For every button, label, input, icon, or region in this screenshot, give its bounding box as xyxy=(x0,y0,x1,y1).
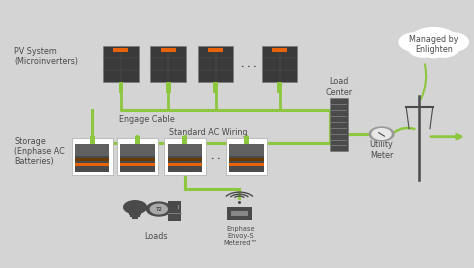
Text: Managed by
Enlighten: Managed by Enlighten xyxy=(409,35,458,54)
Text: Standard AC Wiring: Standard AC Wiring xyxy=(169,128,248,137)
Text: Storage
(Enphase AC
Batteries): Storage (Enphase AC Batteries) xyxy=(14,136,65,166)
FancyBboxPatch shape xyxy=(135,136,140,144)
Circle shape xyxy=(369,127,394,141)
FancyBboxPatch shape xyxy=(227,207,252,220)
FancyBboxPatch shape xyxy=(277,83,282,93)
FancyBboxPatch shape xyxy=(75,144,109,156)
FancyBboxPatch shape xyxy=(120,156,155,172)
FancyBboxPatch shape xyxy=(120,163,155,166)
Text: . .: . . xyxy=(211,152,220,161)
Circle shape xyxy=(372,129,391,139)
FancyBboxPatch shape xyxy=(117,138,158,175)
Circle shape xyxy=(146,202,171,216)
Circle shape xyxy=(419,42,448,58)
FancyBboxPatch shape xyxy=(72,138,113,175)
Circle shape xyxy=(399,33,432,51)
FancyBboxPatch shape xyxy=(103,46,138,83)
Text: Load
Center: Load Center xyxy=(325,77,353,97)
FancyBboxPatch shape xyxy=(168,201,181,221)
FancyBboxPatch shape xyxy=(90,136,95,144)
FancyBboxPatch shape xyxy=(164,138,206,175)
Circle shape xyxy=(409,28,458,55)
FancyBboxPatch shape xyxy=(118,83,123,93)
Text: Engage Cable: Engage Cable xyxy=(119,115,175,124)
Text: . . .: . . . xyxy=(241,60,256,69)
FancyBboxPatch shape xyxy=(182,136,187,144)
FancyBboxPatch shape xyxy=(120,144,155,156)
Circle shape xyxy=(124,201,146,214)
Circle shape xyxy=(430,41,458,57)
FancyBboxPatch shape xyxy=(330,98,348,151)
FancyBboxPatch shape xyxy=(166,83,171,93)
FancyBboxPatch shape xyxy=(113,49,128,52)
FancyBboxPatch shape xyxy=(262,46,298,83)
FancyBboxPatch shape xyxy=(75,163,109,166)
Text: Enphase
Envoy-S
Metered™: Enphase Envoy-S Metered™ xyxy=(223,226,257,246)
FancyBboxPatch shape xyxy=(151,46,186,83)
Text: Utility
Meter: Utility Meter xyxy=(370,140,393,160)
FancyBboxPatch shape xyxy=(168,163,202,166)
Circle shape xyxy=(150,204,167,214)
FancyBboxPatch shape xyxy=(229,144,264,156)
FancyBboxPatch shape xyxy=(208,49,223,52)
FancyBboxPatch shape xyxy=(226,138,267,175)
FancyBboxPatch shape xyxy=(75,158,109,161)
Circle shape xyxy=(409,41,438,57)
FancyBboxPatch shape xyxy=(272,49,287,52)
Circle shape xyxy=(435,33,468,51)
Text: PV System
(Microinverters): PV System (Microinverters) xyxy=(14,47,78,66)
FancyBboxPatch shape xyxy=(244,136,249,144)
FancyBboxPatch shape xyxy=(229,158,264,161)
FancyBboxPatch shape xyxy=(120,158,155,161)
Text: 72: 72 xyxy=(155,207,162,211)
FancyBboxPatch shape xyxy=(168,156,202,172)
FancyBboxPatch shape xyxy=(168,144,202,156)
FancyBboxPatch shape xyxy=(213,83,218,93)
FancyBboxPatch shape xyxy=(229,156,264,172)
FancyBboxPatch shape xyxy=(168,158,202,161)
Text: Loads: Loads xyxy=(145,232,168,241)
FancyBboxPatch shape xyxy=(229,163,264,166)
FancyBboxPatch shape xyxy=(231,211,248,216)
FancyBboxPatch shape xyxy=(198,46,233,83)
FancyBboxPatch shape xyxy=(161,49,176,52)
FancyBboxPatch shape xyxy=(75,156,109,172)
